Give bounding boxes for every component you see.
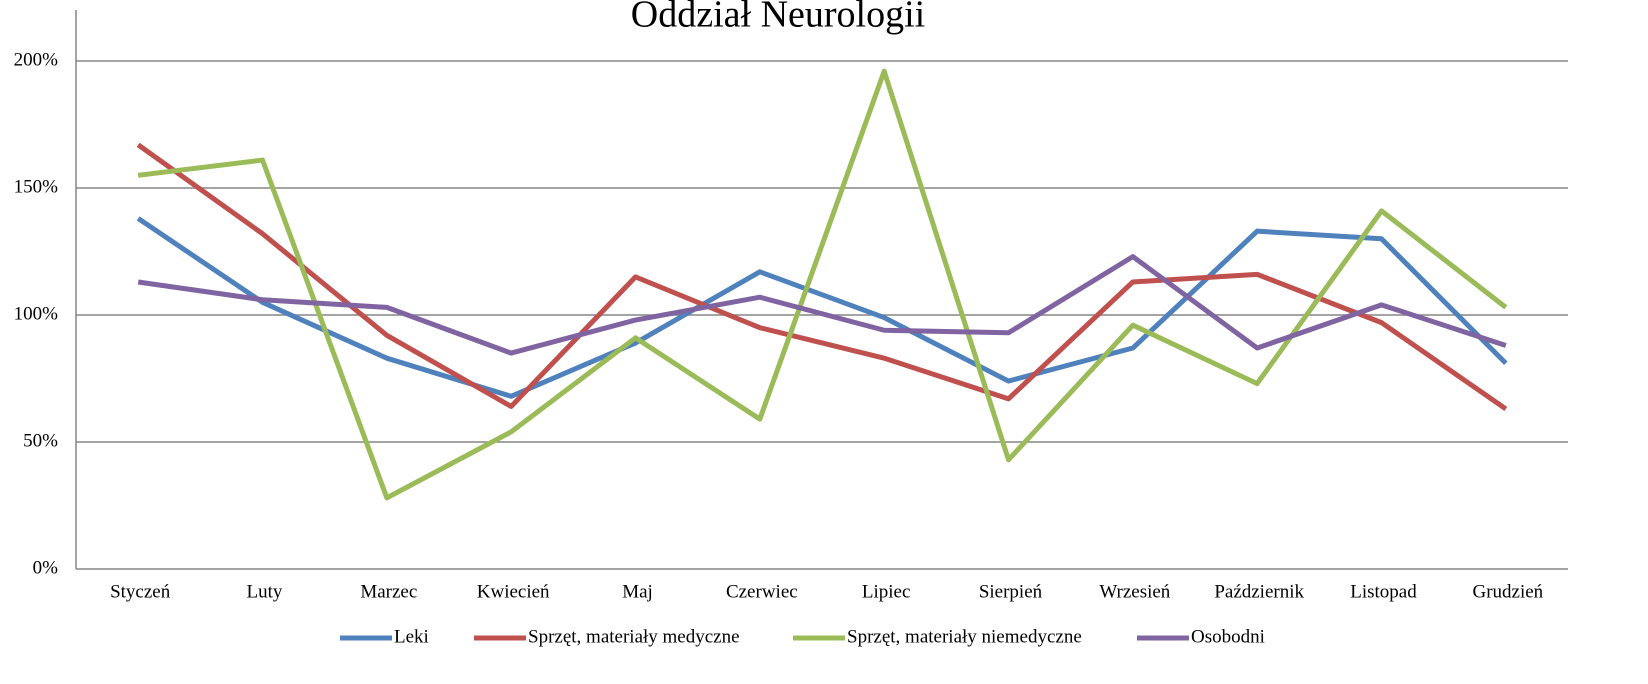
series-line xyxy=(137,254,1507,356)
x-tick-label: Listopad xyxy=(1350,581,1417,602)
series-line xyxy=(136,216,1508,399)
legend-label: Sprzęt, materiały medyczne xyxy=(528,626,740,647)
y-tick-label: 100% xyxy=(14,303,59,324)
legend-label: Sprzęt, materiały niemedyczne xyxy=(847,626,1082,647)
x-tick-label: Czerwiec xyxy=(726,581,798,602)
chart-title: Oddział Neurologii xyxy=(631,0,925,36)
y-tick-label: 150% xyxy=(14,176,59,197)
x-tick-label: Kwiecień xyxy=(477,581,550,602)
x-tick-label: Październik xyxy=(1214,581,1304,602)
y-tick-label: 200% xyxy=(14,49,59,70)
legend-label: Osobodni xyxy=(1191,626,1265,647)
x-tick-label: Sierpień xyxy=(979,581,1043,602)
x-tick-label: Marzec xyxy=(360,581,417,602)
y-tick-label: 0% xyxy=(33,557,59,578)
y-tick-label: 50% xyxy=(23,430,58,451)
series-line xyxy=(136,142,1508,412)
x-tick-label: Luty xyxy=(247,581,283,602)
x-tick-label: Grudzień xyxy=(1472,581,1543,602)
x-tick-label: Lipiec xyxy=(862,581,911,602)
x-tick-label: Styczeń xyxy=(110,581,171,602)
series-line xyxy=(137,68,1508,501)
x-tick-label: Wrzesień xyxy=(1099,581,1170,602)
x-tick-label: Maj xyxy=(622,581,653,602)
legend-label: Leki xyxy=(394,626,429,647)
